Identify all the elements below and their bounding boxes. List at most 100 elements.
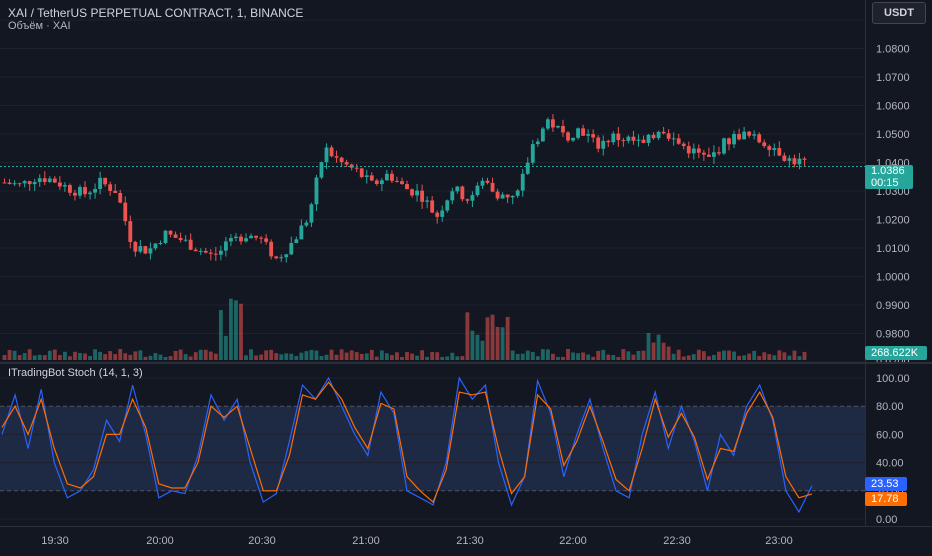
volume-bar xyxy=(545,349,550,360)
volume-bar xyxy=(515,353,520,360)
candle-body xyxy=(515,190,520,196)
candle-body xyxy=(309,204,314,223)
candle-body xyxy=(706,154,711,157)
candle-body xyxy=(631,136,636,141)
volume-bar xyxy=(344,352,349,360)
volume-bar xyxy=(27,349,32,360)
candle-body xyxy=(611,133,616,143)
candle-body xyxy=(244,238,248,242)
candle-body xyxy=(616,133,621,141)
volume-bar xyxy=(596,350,601,360)
volume-bar xyxy=(661,342,666,360)
candle-body xyxy=(591,134,596,138)
candle-body xyxy=(133,241,138,252)
candle-body xyxy=(566,132,570,141)
volume-bar xyxy=(475,334,480,360)
stoch-legend[interactable]: ITradingBot Stoch (14, 1, 3) xyxy=(8,367,143,379)
volume-bar xyxy=(73,351,77,360)
volume-bar xyxy=(636,351,641,360)
candle-body xyxy=(470,195,475,201)
current-price-value: 1.0386 xyxy=(871,165,905,177)
volume-bar xyxy=(671,353,676,360)
time-axis[interactable]: 19:30 20:00 20:30 21:00 21:30 22:00 22:30 23:00 xyxy=(0,526,932,550)
volume-bar xyxy=(158,354,163,360)
candle-body xyxy=(405,184,409,190)
candle-body xyxy=(294,239,299,243)
candle-body xyxy=(239,236,243,242)
price-tick-label: 1.0000 xyxy=(876,272,910,284)
candlestick-series xyxy=(2,114,807,263)
volume-legend[interactable]: Объём · XAI xyxy=(8,20,71,32)
candle-body xyxy=(103,177,108,185)
volume-bar xyxy=(691,354,696,360)
price-axis-border xyxy=(865,0,866,526)
candle-body xyxy=(540,128,545,142)
volume-bar xyxy=(430,351,435,360)
candle-body xyxy=(158,243,163,245)
volume-bar xyxy=(415,355,419,360)
price-tick-label: 1.0200 xyxy=(876,215,910,227)
candle-body xyxy=(234,236,238,239)
pane-separator[interactable] xyxy=(0,362,932,364)
volume-bar xyxy=(98,351,103,360)
candle-body xyxy=(395,180,399,182)
candle-body xyxy=(520,173,525,191)
volume-bar xyxy=(566,349,570,360)
price-tick-label: 0.9900 xyxy=(876,300,910,312)
candle-body xyxy=(792,158,797,165)
candle-body xyxy=(420,190,425,202)
volume-bar xyxy=(229,298,233,360)
currency-button[interactable]: USDT xyxy=(872,2,926,24)
candle-body xyxy=(500,194,505,199)
volume-bar xyxy=(591,356,596,360)
candle-body xyxy=(686,146,691,154)
volume-bar xyxy=(103,354,108,360)
volume-bar xyxy=(525,350,530,360)
stoch-d-badge: 17.78 xyxy=(865,492,907,506)
candle-body xyxy=(349,164,354,168)
price-chart-pane[interactable]: 1.09001.08001.07001.06001.05001.04001.03… xyxy=(0,0,932,362)
volume-bar xyxy=(264,350,269,360)
volume-bar xyxy=(631,354,636,360)
volume-bar xyxy=(123,353,128,360)
candle-body xyxy=(113,190,118,193)
volume-bar xyxy=(259,354,264,360)
candle-body xyxy=(259,237,264,239)
volume-bar xyxy=(2,355,7,360)
candle-body xyxy=(495,191,500,199)
candle-body xyxy=(279,257,284,259)
volume-bar xyxy=(777,350,782,360)
candle-body xyxy=(93,188,97,193)
volume-bar xyxy=(621,349,626,360)
symbol-title[interactable]: XAI / TetherUS PERPETUAL CONTRACT, 1, BI… xyxy=(8,6,304,20)
current-price-badge: 1.0386 00:15 xyxy=(865,165,913,189)
candle-body xyxy=(747,131,752,136)
volume-bar xyxy=(797,356,802,360)
volume-bar xyxy=(234,300,238,360)
candle-body xyxy=(561,125,565,133)
volume-bar xyxy=(239,303,243,360)
volume-bar xyxy=(712,354,716,360)
candle-body xyxy=(556,125,560,128)
volume-bar xyxy=(334,354,339,360)
candle-body xyxy=(722,138,726,154)
volume-bar xyxy=(520,353,525,360)
volume-bar xyxy=(279,354,284,360)
volume-bar xyxy=(168,356,173,360)
volume-bar xyxy=(289,353,294,360)
candle-body xyxy=(576,128,580,138)
candle-body xyxy=(440,210,445,217)
volume-bar xyxy=(7,349,12,360)
candle-body xyxy=(696,148,701,153)
volume-bar xyxy=(198,349,203,360)
candle-body xyxy=(410,189,414,196)
volume-bar xyxy=(163,356,168,360)
volume-bar xyxy=(405,352,409,360)
volume-bar xyxy=(696,349,701,360)
stoch-d-line xyxy=(1,381,813,504)
candle-body xyxy=(455,186,460,192)
volume-bar xyxy=(465,312,470,360)
volume-bar xyxy=(78,353,82,360)
